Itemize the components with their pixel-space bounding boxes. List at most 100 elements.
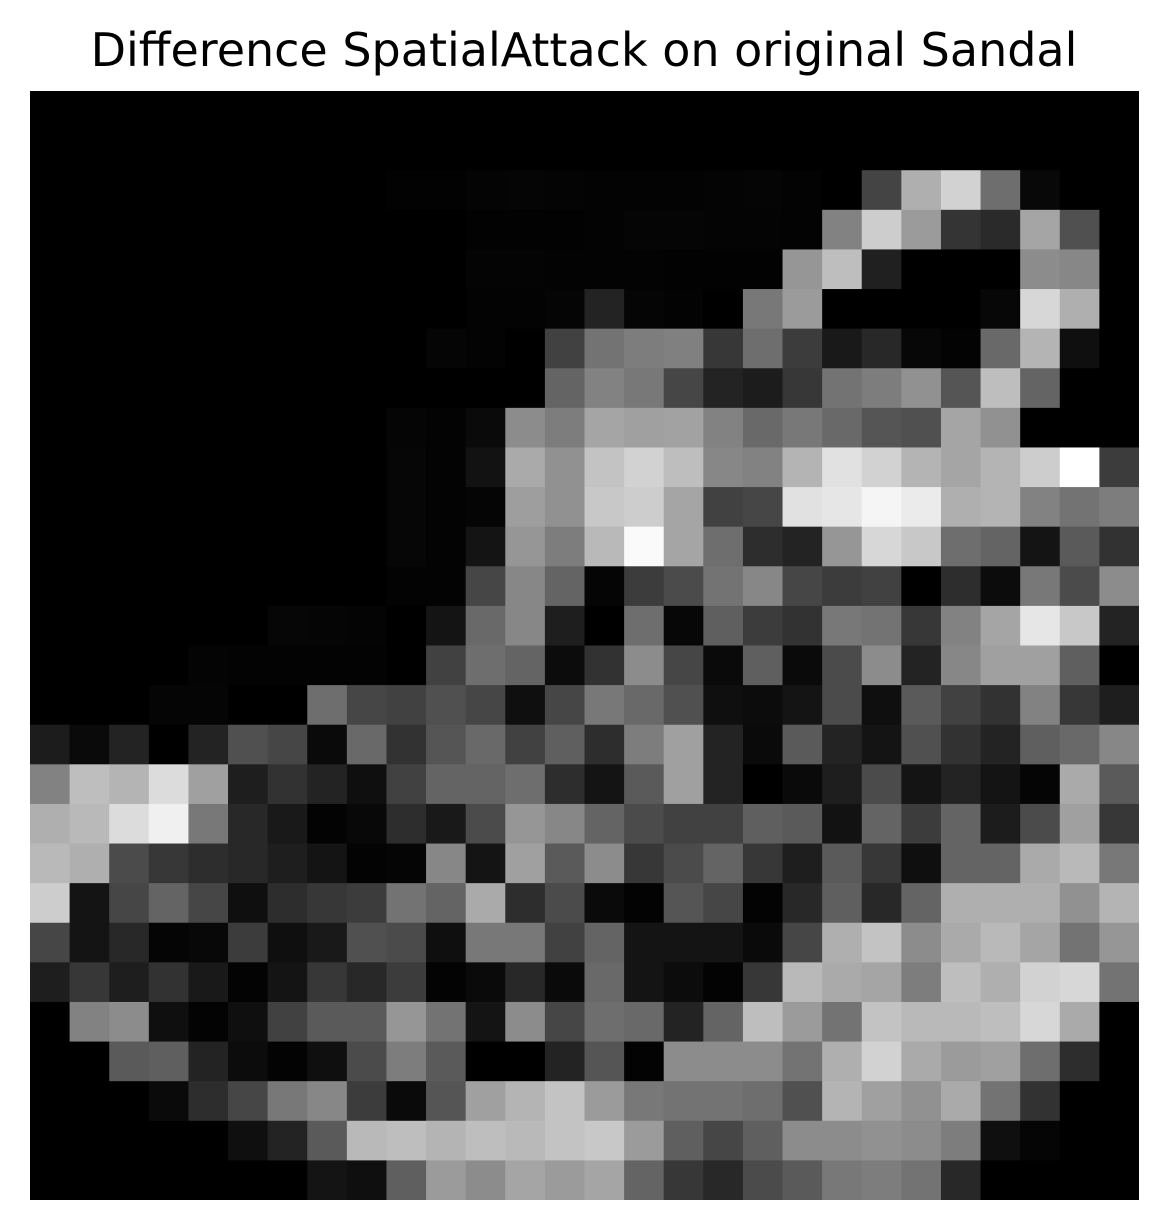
heatmap-cell-r24-c17 — [703, 1042, 743, 1082]
heatmap-cell-r3-c21 — [862, 210, 902, 250]
heatmap-cell-r12-c10 — [426, 566, 466, 606]
heatmap-cell-r22-c16 — [664, 962, 704, 1002]
heatmap-cell-r21-c17 — [703, 923, 743, 963]
heatmap-cell-r5-c9 — [386, 289, 426, 329]
heatmap-cell-r6-c21 — [862, 329, 902, 369]
heatmap-cell-r6-c24 — [981, 329, 1021, 369]
heatmap-cell-r8-c12 — [505, 408, 545, 448]
heatmap-cell-r18-c21 — [862, 804, 902, 844]
heatmap-cell-r16-c15 — [624, 725, 664, 765]
heatmap-cell-r2-c27 — [1099, 170, 1139, 210]
heatmap-cell-r4-c26 — [1060, 249, 1100, 289]
heatmap-cell-r10-c7 — [307, 487, 347, 527]
heatmap-cell-r1-c24 — [981, 131, 1021, 171]
heatmap-cell-r25-c14 — [585, 1081, 625, 1121]
heatmap-cell-r0-c27 — [1099, 91, 1139, 131]
heatmap-cell-r19-c3 — [149, 844, 189, 884]
heatmap-cell-r7-c22 — [901, 368, 941, 408]
heatmap-cell-r26-c26 — [1060, 1121, 1100, 1161]
heatmap-cell-r27-c22 — [901, 1160, 941, 1200]
heatmap-cell-r6-c5 — [228, 329, 268, 369]
heatmap-cell-r23-c3 — [149, 1002, 189, 1042]
heatmap-cell-r20-c6 — [268, 883, 308, 923]
heatmap-cell-r13-c15 — [624, 606, 664, 646]
heatmap-cell-r24-c0 — [30, 1042, 70, 1082]
heatmap-cell-r17-c5 — [228, 764, 268, 804]
heatmap-cell-r18-c17 — [703, 804, 743, 844]
heatmap-cell-r26-c0 — [30, 1121, 70, 1161]
heatmap-cell-r23-c16 — [664, 1002, 704, 1042]
heatmap-cell-r16-c19 — [783, 725, 823, 765]
heatmap-cell-r13-c12 — [505, 606, 545, 646]
heatmap-cell-r5-c13 — [545, 289, 585, 329]
heatmap-cell-r3-c11 — [466, 210, 506, 250]
heatmap-cell-r2-c8 — [347, 170, 387, 210]
heatmap-cell-r27-c5 — [228, 1160, 268, 1200]
heatmap-cell-r8-c4 — [188, 408, 228, 448]
heatmap-cell-r26-c7 — [307, 1121, 347, 1161]
heatmap-cell-r6-c10 — [426, 329, 466, 369]
heatmap-cell-r6-c4 — [188, 329, 228, 369]
heatmap-cell-r5-c11 — [466, 289, 506, 329]
heatmap-cell-r12-c12 — [505, 566, 545, 606]
heatmap-cell-r19-c21 — [862, 844, 902, 884]
heatmap-cell-r9-c3 — [149, 447, 189, 487]
heatmap-cell-r20-c15 — [624, 883, 664, 923]
heatmap-cell-r14-c21 — [862, 646, 902, 686]
heatmap-cell-r24-c21 — [862, 1042, 902, 1082]
heatmap-cell-r3-c19 — [783, 210, 823, 250]
heatmap-cell-r14-c1 — [70, 646, 110, 686]
heatmap-cell-r26-c11 — [466, 1121, 506, 1161]
heatmap-cell-r18-c23 — [941, 804, 981, 844]
heatmap-cell-r8-c9 — [386, 408, 426, 448]
heatmap-cell-r4-c15 — [624, 249, 664, 289]
heatmap-cell-r4-c10 — [426, 249, 466, 289]
heatmap-cell-r18-c15 — [624, 804, 664, 844]
heatmap-cell-r13-c14 — [585, 606, 625, 646]
heatmap-cell-r14-c11 — [466, 646, 506, 686]
heatmap-cell-r16-c0 — [30, 725, 70, 765]
heatmap-cell-r24-c5 — [228, 1042, 268, 1082]
heatmap-cell-r15-c21 — [862, 685, 902, 725]
heatmap-cell-r5-c4 — [188, 289, 228, 329]
heatmap-cell-r7-c4 — [188, 368, 228, 408]
heatmap-cell-r24-c18 — [743, 1042, 783, 1082]
heatmap-cell-r4-c3 — [149, 249, 189, 289]
heatmap-cell-r0-c21 — [862, 91, 902, 131]
heatmap-cell-r14-c14 — [585, 646, 625, 686]
heatmap-cell-r17-c7 — [307, 764, 347, 804]
heatmap-cell-r14-c18 — [743, 646, 783, 686]
heatmap-cell-r16-c14 — [585, 725, 625, 765]
heatmap-cell-r0-c10 — [426, 91, 466, 131]
heatmap-cell-r16-c18 — [743, 725, 783, 765]
heatmap-cell-r24-c15 — [624, 1042, 664, 1082]
heatmap-cell-r25-c5 — [228, 1081, 268, 1121]
heatmap-cell-r10-c2 — [109, 487, 149, 527]
heatmap-cell-r12-c26 — [1060, 566, 1100, 606]
heatmap-cell-r25-c1 — [70, 1081, 110, 1121]
heatmap-cell-r14-c17 — [703, 646, 743, 686]
heatmap-cell-r20-c12 — [505, 883, 545, 923]
heatmap-cell-r2-c15 — [624, 170, 664, 210]
heatmap-cell-r26-c14 — [585, 1121, 625, 1161]
heatmap-cell-r10-c14 — [585, 487, 625, 527]
heatmap-cell-r20-c24 — [981, 883, 1021, 923]
heatmap-cell-r7-c25 — [1020, 368, 1060, 408]
heatmap-cell-r18-c22 — [901, 804, 941, 844]
heatmap-cell-r22-c23 — [941, 962, 981, 1002]
heatmap-cell-r21-c13 — [545, 923, 585, 963]
heatmap-cell-r15-c14 — [585, 685, 625, 725]
heatmap-cell-r2-c14 — [585, 170, 625, 210]
heatmap-cell-r16-c7 — [307, 725, 347, 765]
heatmap-cell-r0-c9 — [386, 91, 426, 131]
heatmap-cell-r17-c21 — [862, 764, 902, 804]
heatmap-cell-r21-c4 — [188, 923, 228, 963]
heatmap-cell-r4-c12 — [505, 249, 545, 289]
heatmap-cell-r13-c10 — [426, 606, 466, 646]
heatmap-cell-r25-c17 — [703, 1081, 743, 1121]
heatmap-cell-r18-c19 — [783, 804, 823, 844]
heatmap-cell-r15-c9 — [386, 685, 426, 725]
chart-title: Difference SpatialAttack on original San… — [0, 22, 1168, 78]
heatmap-cell-r18-c13 — [545, 804, 585, 844]
heatmap-cell-r7-c17 — [703, 368, 743, 408]
